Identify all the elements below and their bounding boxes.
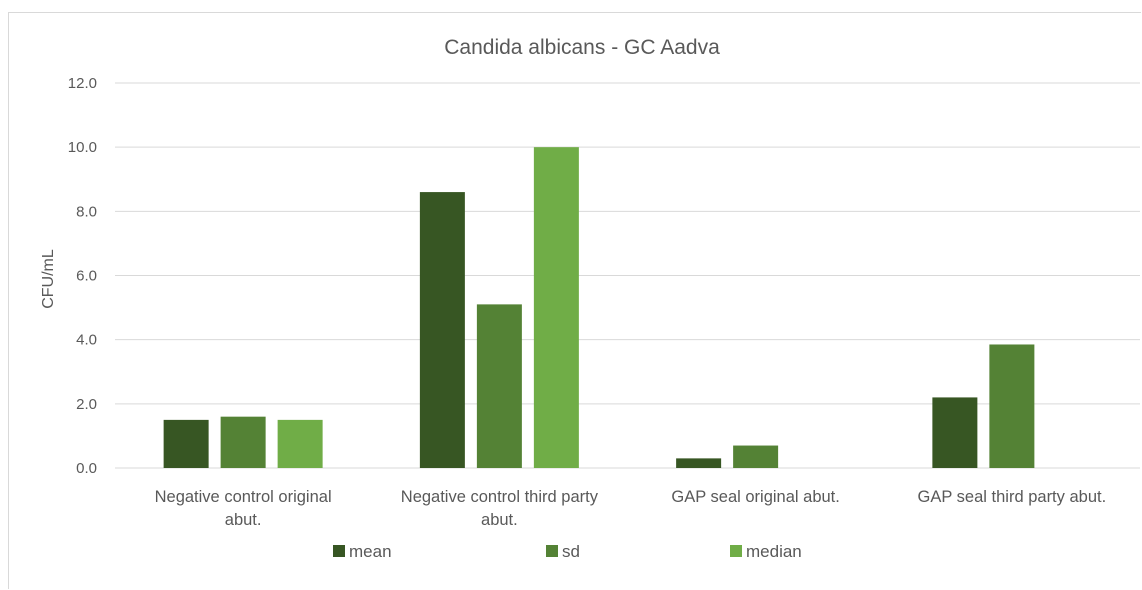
x-category-label: Negative control third party — [401, 488, 599, 506]
x-category-label: Negative control original — [155, 488, 332, 506]
bar-sd — [733, 445, 779, 468]
y-tick-label: 6.0 — [76, 268, 97, 285]
y-tick-label: 2.0 — [76, 396, 97, 413]
bar-sd — [476, 304, 522, 468]
x-category-label: GAP seal third party abut. — [918, 488, 1107, 506]
chart-title: Candida albicans - GC Aadva — [444, 36, 720, 59]
x-category-label: GAP seal original abut. — [671, 488, 839, 506]
x-axis-categories: Negative control original abut. Negative c… — [155, 488, 1107, 529]
bar-median — [533, 147, 579, 468]
y-tick-label: 10.0 — [68, 139, 97, 156]
x-category-label: abut. — [481, 511, 518, 529]
bar-mean — [163, 419, 209, 468]
y-tick-label: 0.0 — [76, 460, 97, 477]
legend-label-sd: sd — [562, 542, 580, 561]
bar-sd — [989, 344, 1035, 468]
bar-sd — [220, 416, 266, 468]
bar-mean — [932, 397, 978, 468]
x-category-label: abut. — [225, 511, 262, 529]
bar-mean — [676, 458, 722, 468]
legend-label-median: median — [746, 542, 802, 561]
legend-swatch-mean — [333, 545, 345, 557]
legend-swatch-sd — [546, 545, 558, 557]
y-tick-label: 12.0 — [68, 75, 97, 92]
y-axis-ticks: 0.0 2.0 4.0 6.0 8.0 10.0 12.0 — [68, 75, 97, 477]
legend-swatch-median — [730, 545, 742, 557]
y-tick-label: 4.0 — [76, 332, 97, 349]
y-axis-title: CFU/mL — [40, 249, 57, 309]
bars — [163, 147, 1035, 469]
bar-mean — [419, 192, 465, 469]
legend-label-mean: mean — [349, 542, 392, 561]
y-tick-label: 8.0 — [76, 203, 97, 220]
chart-frame — [8, 12, 1141, 589]
gridlines — [115, 82, 1140, 469]
legend: mean sd median — [333, 542, 802, 561]
bar-median — [277, 419, 323, 468]
